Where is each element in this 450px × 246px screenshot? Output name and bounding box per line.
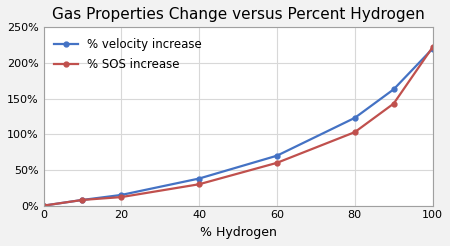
% velocity increase	[119, 193, 124, 196]
% SOS increase	[274, 161, 279, 164]
% velocity increase	[80, 199, 85, 201]
% SOS increase	[430, 46, 435, 49]
Line: % SOS increase: % SOS increase	[41, 45, 435, 208]
% velocity increase	[430, 47, 435, 50]
% velocity increase	[41, 204, 46, 207]
% SOS increase	[80, 199, 85, 201]
% SOS increase	[391, 102, 396, 105]
% SOS increase	[197, 183, 202, 186]
% velocity increase	[391, 88, 396, 91]
% SOS increase	[119, 196, 124, 199]
Legend: % velocity increase, % SOS increase: % velocity increase, % SOS increase	[50, 33, 207, 76]
Title: Gas Properties Change versus Percent Hydrogen: Gas Properties Change versus Percent Hyd…	[52, 7, 424, 22]
% velocity increase	[197, 177, 202, 180]
% SOS increase	[41, 204, 46, 207]
Line: % velocity increase: % velocity increase	[41, 46, 435, 208]
X-axis label: % Hydrogen: % Hydrogen	[200, 226, 276, 239]
% SOS increase	[352, 131, 357, 134]
% velocity increase	[274, 154, 279, 157]
% velocity increase	[352, 116, 357, 119]
